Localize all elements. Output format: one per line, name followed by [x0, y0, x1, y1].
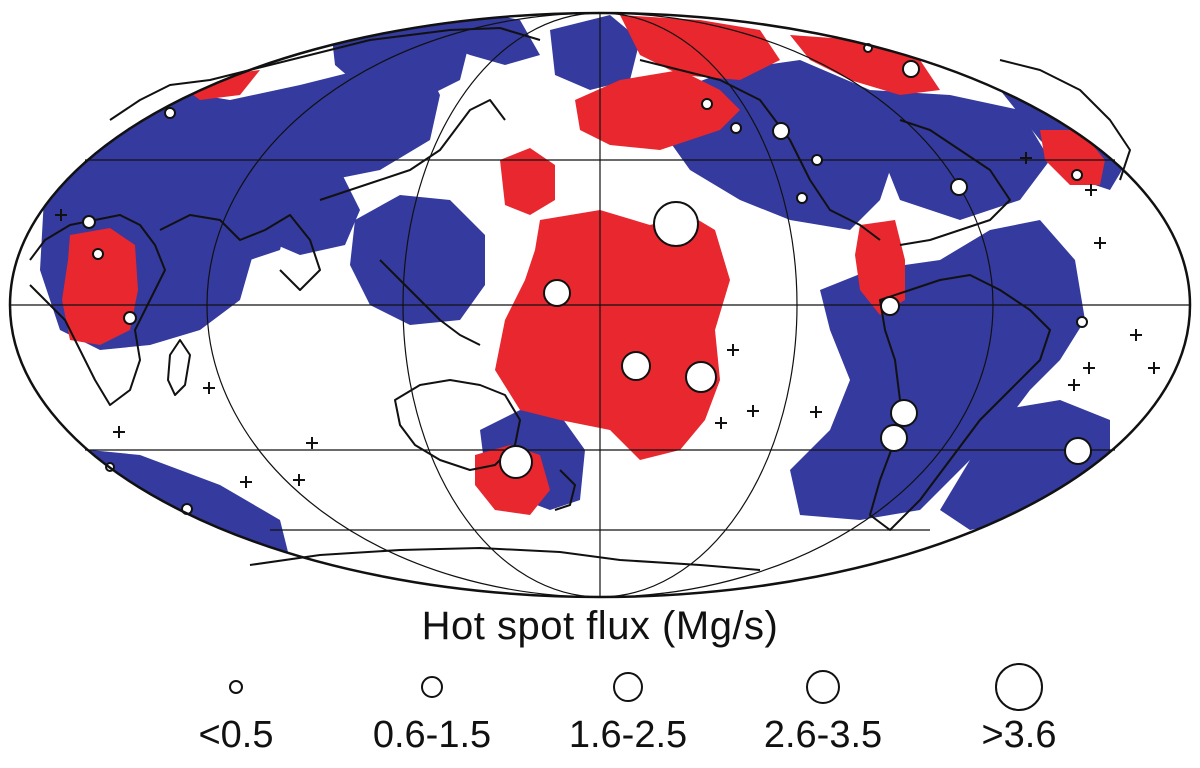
hotspots	[82, 43, 1092, 515]
hotspot-circle-icon	[543, 279, 571, 307]
hotspot-circle-icon	[164, 107, 176, 119]
hotspot-circle-icon	[701, 98, 713, 110]
globe-outline	[8, 11, 1192, 599]
hotspot-circle-icon	[621, 351, 651, 381]
hotspot-circle-icon	[880, 424, 908, 452]
legend-label: >3.6	[981, 714, 1057, 756]
plus-marker-icon	[810, 406, 822, 418]
hotspot-circle-icon	[499, 445, 533, 479]
plus-marker-icon	[1085, 184, 1097, 196]
region-layer	[40, 13, 1140, 580]
plus-marker-icon	[1094, 237, 1106, 249]
legend-label: 0.6-1.5	[372, 714, 492, 756]
hotspot-circle-icon	[92, 248, 104, 260]
hotspot-circle-icon	[890, 399, 918, 427]
plus-marker-icon	[1130, 329, 1142, 341]
plus-marker-icon	[715, 417, 727, 429]
hotspot-circle-icon	[613, 672, 643, 702]
plus-marker-icon	[727, 344, 739, 356]
hotspot-circle-icon	[902, 60, 920, 78]
hotspot-circle-icon	[880, 296, 900, 316]
legend-item: 1.6-2.5	[538, 662, 718, 762]
plus-marker-icon	[1020, 152, 1032, 164]
legend-item: 0.6-1.5	[342, 662, 522, 762]
plus-marker-icon	[293, 474, 305, 486]
red-regions	[62, 15, 1105, 515]
legend-item: <0.5	[146, 662, 326, 762]
hotspot-circle-icon	[123, 311, 137, 325]
hotspot-circle-icon	[811, 154, 823, 166]
hotspot-map	[8, 11, 1192, 599]
plus-marker-icon	[113, 426, 125, 438]
legend-label: <0.5	[198, 714, 274, 756]
legend: <0.5 0.6-1.5 1.6-2.5 2.6-3.5 >3.6	[0, 662, 1200, 762]
plus-marker-icon	[55, 209, 67, 221]
hotspot-circle-icon	[995, 663, 1043, 711]
hotspot-circle-icon	[1076, 316, 1088, 328]
hotspot-circle-icon	[653, 201, 699, 247]
hotspot-circle-icon	[82, 215, 96, 229]
hotspot-circle-icon	[421, 676, 443, 698]
plus-marker-icon	[240, 476, 252, 488]
plus-marker-icon	[1148, 362, 1160, 374]
hotspot-circle-icon	[796, 192, 808, 204]
hotspot-circle-icon	[1064, 437, 1092, 465]
legend-item: 2.6-3.5	[733, 662, 913, 762]
plus-marker-icon	[1083, 362, 1095, 374]
hotspot-circle-icon	[772, 122, 790, 140]
hotspot-circle-icon	[730, 122, 742, 134]
plus-markers	[55, 152, 1160, 488]
hotspot-circle-icon	[229, 680, 243, 694]
legend-label: 2.6-3.5	[763, 714, 883, 756]
plus-marker-icon	[203, 382, 215, 394]
legend-title: Hot spot flux (Mg/s)	[421, 604, 779, 648]
hotspot-circle-icon	[806, 670, 840, 704]
legend-item: >3.6	[929, 662, 1109, 762]
plus-marker-icon	[1068, 379, 1080, 391]
plus-marker-icon	[747, 405, 759, 417]
plus-marker-icon	[306, 437, 318, 449]
hotspot-circle-icon	[685, 361, 717, 393]
hotspot-circle-icon	[1071, 169, 1083, 181]
legend-label: 1.6-2.5	[568, 714, 688, 756]
hotspot-circle-icon	[950, 178, 968, 196]
